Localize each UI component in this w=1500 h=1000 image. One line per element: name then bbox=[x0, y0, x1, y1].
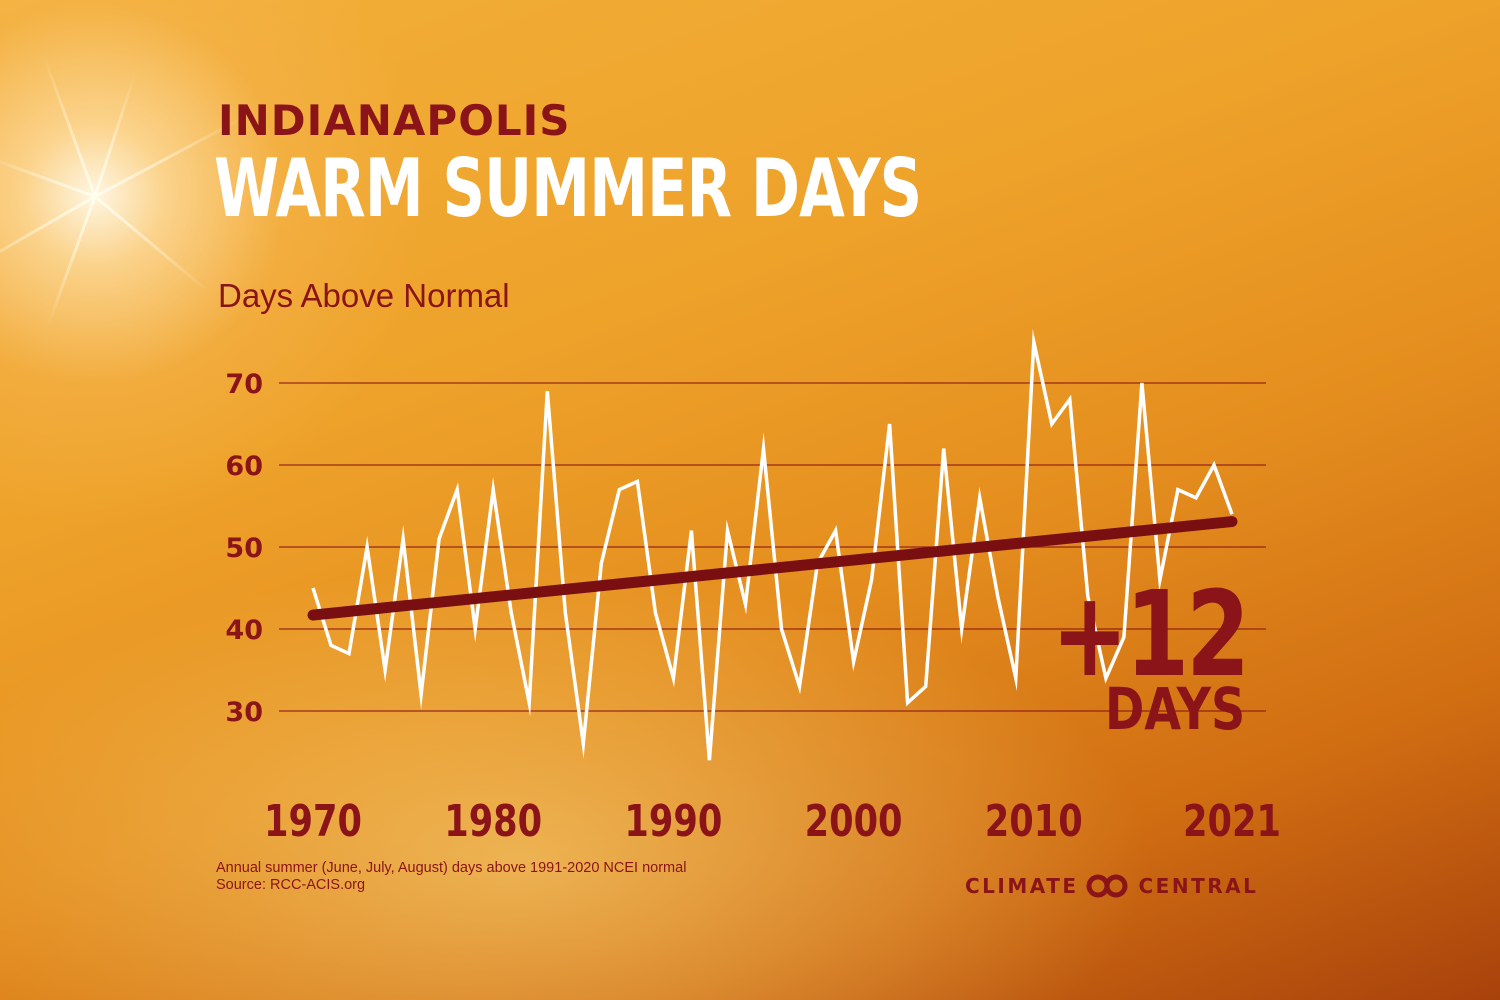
logo-text-left: CLIMATE bbox=[965, 874, 1079, 898]
series-line bbox=[311, 329, 1234, 761]
y-tick-label: 40 bbox=[225, 615, 263, 646]
x-tick-labels: 1970 1980 1990 2000 2010 2021 bbox=[264, 796, 1281, 847]
city-title: INDIANAPOLIS bbox=[218, 96, 571, 145]
footnote-source: Source: RCC-ACIS.org bbox=[216, 877, 366, 893]
x-tick-label: 1970 bbox=[264, 796, 362, 847]
climate-central-logo: CLIMATE CENTRAL bbox=[965, 873, 1258, 899]
y-tick-label: 70 bbox=[225, 369, 263, 400]
footnote: Annual summer (June, July, August) days … bbox=[216, 860, 686, 894]
callout-value: +12 bbox=[1051, 565, 1250, 703]
x-tick-label: 1980 bbox=[444, 796, 542, 847]
callout-unit: DAYS bbox=[1104, 675, 1245, 743]
y-tick-label: 60 bbox=[225, 451, 263, 482]
y-tick-label: 50 bbox=[225, 533, 263, 564]
y-tick-labels: 30 40 50 60 70 bbox=[225, 369, 263, 728]
x-tick-label: 1990 bbox=[624, 796, 722, 847]
y-tick-label: 30 bbox=[225, 697, 263, 728]
x-tick-label: 2021 bbox=[1183, 796, 1281, 847]
logo-rings-icon bbox=[1086, 874, 1127, 898]
x-tick-label: 2010 bbox=[985, 796, 1083, 847]
trend-line bbox=[307, 516, 1238, 621]
headline-title: WARM SUMMER DAYS bbox=[214, 142, 922, 235]
y-axis-label: Days Above Normal bbox=[218, 277, 510, 314]
logo-text-right: CENTRAL bbox=[1138, 874, 1259, 898]
footnote-description: Annual summer (June, July, August) days … bbox=[216, 860, 687, 876]
x-tick-label: 2000 bbox=[805, 796, 903, 847]
gridlines bbox=[279, 382, 1266, 712]
